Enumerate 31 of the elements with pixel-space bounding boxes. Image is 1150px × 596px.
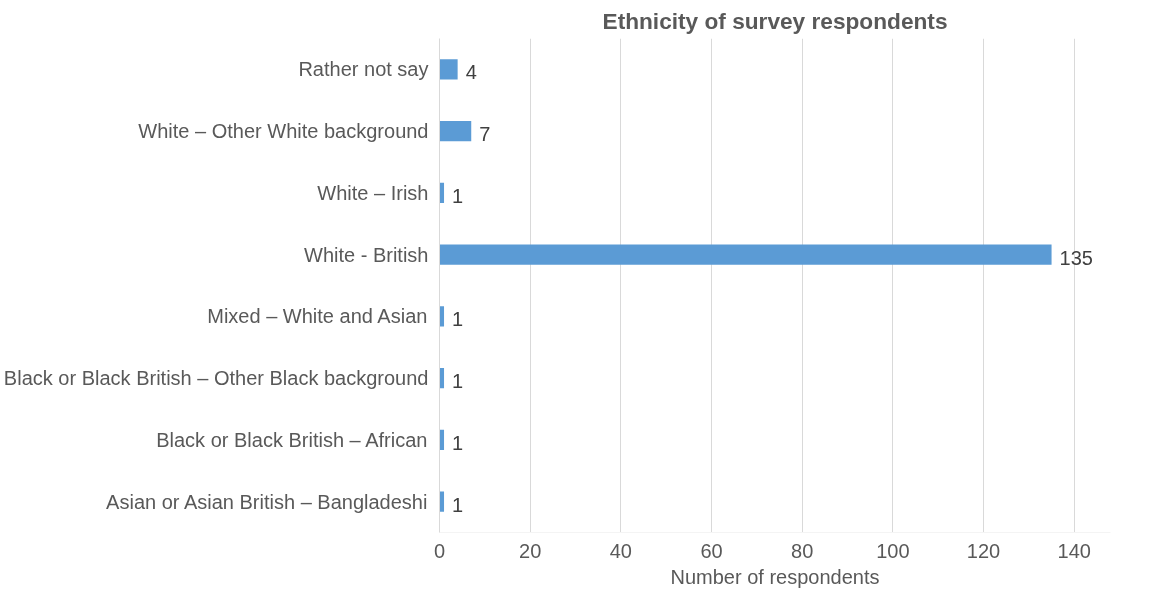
y-tick-label: White – Irish (317, 181, 429, 204)
chart-title: Ethnicity of survey respondents (602, 7, 948, 34)
y-tick-label: Black or Black British – Other Black background (3, 367, 429, 390)
y-tick-label: White - British (304, 243, 429, 266)
x-axis-title: Number of respondents (670, 565, 880, 588)
x-tick-label: 140 (1057, 539, 1091, 562)
data-label: 7 (479, 123, 491, 146)
x-tick-label: 100 (876, 539, 910, 562)
x-tick-label: 80 (791, 539, 814, 562)
y-tick-label: White – Other White background (138, 120, 429, 143)
data-label: 1 (452, 493, 464, 516)
data-label: 1 (452, 370, 464, 393)
y-tick-label: Rather not say (298, 58, 429, 81)
x-tick-label: 0 (433, 539, 446, 562)
data-label: 1 (452, 431, 464, 454)
bar (439, 244, 1052, 265)
bar (439, 491, 445, 512)
x-tick-label: 60 (700, 539, 723, 562)
x-tick-label: 40 (609, 539, 632, 562)
y-tick-label: Mixed – White and Asian (207, 305, 428, 328)
data-label: 4 (465, 61, 477, 84)
data-label: 1 (452, 184, 464, 207)
x-tick-label: 20 (519, 539, 542, 562)
bar (439, 59, 458, 80)
data-label: 135 (1059, 246, 1093, 269)
data-label: 1 (452, 308, 464, 331)
bar (439, 120, 472, 142)
y-tick-label: Asian or Asian British – Bangladeshi (106, 490, 428, 513)
x-tick-label: 120 (966, 539, 1001, 562)
bar (439, 306, 445, 327)
y-tick-label: Black or Black British – African (156, 428, 428, 451)
